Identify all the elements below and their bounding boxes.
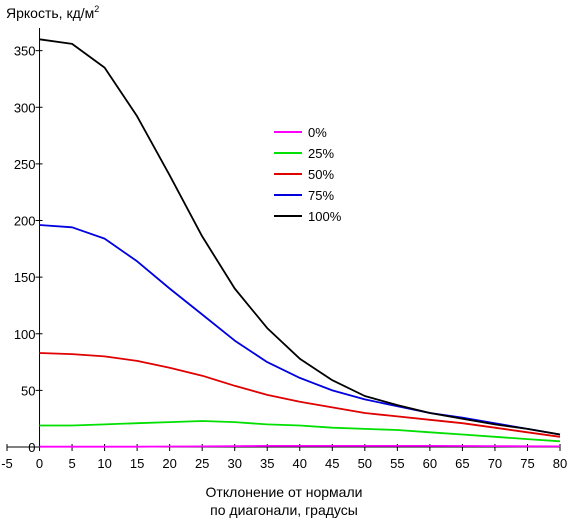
x-axis-title-line1: Отклонение от нормали [206,484,363,500]
x-tick-label: 10 [97,456,111,471]
legend-label: 0% [308,125,327,140]
x-tick-label: 50 [358,456,372,471]
series-layer [39,38,561,448]
x-tick-label: 55 [390,456,404,471]
x-tick-label: 60 [423,456,437,471]
x-tick-label: 70 [488,456,502,471]
x-tick-label: 35 [260,456,274,471]
series-line-100pct [39,38,561,436]
x-tick-label: 15 [130,456,144,471]
x-axis-title-line2: по диагонали, градусы [210,502,358,518]
y-tick-label: 350 [14,44,36,59]
y-tick-label: 200 [14,214,36,229]
x-tick-label: 30 [227,456,241,471]
x-tick-label: 5 [68,456,75,471]
series-line-0pct [39,444,561,448]
y-tick-label: 150 [14,270,36,285]
x-tick-label: 80 [553,456,567,471]
legend-label: 50% [308,167,334,182]
y-tick-label: 50 [21,383,35,398]
y-axis-title-sup: 2 [94,4,99,14]
x-tick-label: 75 [520,456,534,471]
legend-label: 100% [308,209,342,224]
x-tick-label: 40 [293,456,307,471]
axes: 0 50 100 150 200 250 300 350 -5 0 5 10 15 20 25 30 35 40 4… [1,28,567,471]
x-tick-label: 25 [195,456,209,471]
y-tick-label: 250 [14,157,36,172]
y-tick-label: 300 [14,100,36,115]
legend-label: 25% [308,146,334,161]
legend: 0% 25% 50% 75% 100% [274,125,342,224]
series-line-75pct [39,224,561,436]
x-tick-label: -5 [1,456,13,471]
x-tick-label: 0 [36,456,43,471]
x-tick-label: 20 [162,456,176,471]
x-tick-label: 45 [325,456,339,471]
series-line-50pct [39,352,561,438]
y-axis-title: Яркость, кд/м2 [6,4,99,21]
legend-label: 75% [308,188,334,203]
series-line-25pct [39,420,561,443]
x-tick-label: 65 [455,456,469,471]
y-tick-label: 0 [28,440,35,455]
y-axis-title-main: Яркость, кд/м [6,5,94,21]
y-tick-label: 100 [14,327,36,342]
